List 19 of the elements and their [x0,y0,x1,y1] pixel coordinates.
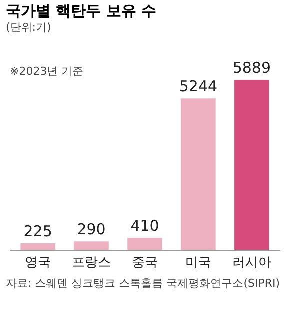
data-label: 5244 [179,78,218,96]
data-label: 410 [130,217,160,236]
x-tick-label: 러시아 [232,256,272,270]
bar [181,98,216,250]
bar [74,242,109,250]
bar [234,80,270,250]
x-tick-label: 중국 [132,256,158,270]
chart-subtitle: (단위:기) [6,21,52,34]
bar [128,238,162,250]
x-tick-label: 프랑스 [72,256,112,270]
chart-title: 국가별 핵탄두 보유 수 [6,2,157,20]
data-label: 225 [24,222,52,241]
text: ※2023년 기준 [10,65,84,78]
x-tick-label: 미국 [185,256,212,270]
data-label: 290 [77,220,106,239]
text: 자료: 스웨덴 싱크탱크 스톡홀름 국제평화연구소(SIPRI) [6,277,280,290]
x-tick-label: 영국 [25,256,52,270]
bar [20,244,56,250]
data-label: 5889 [232,59,272,77]
